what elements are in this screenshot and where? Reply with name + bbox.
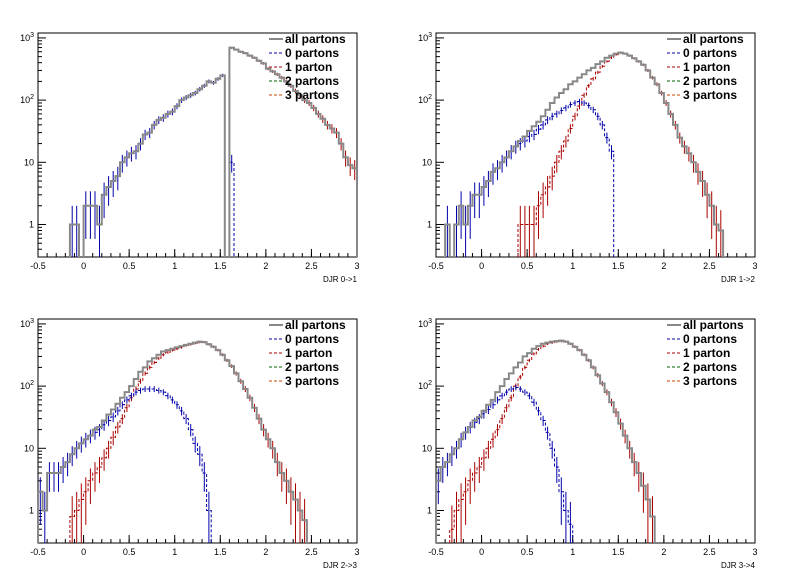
- x-tick-label: 1.5: [214, 261, 227, 271]
- x-tick-label: 0: [81, 547, 86, 557]
- y-tick-label: 1: [29, 219, 34, 229]
- y-tick-label: 103: [20, 32, 34, 43]
- legend-entry: 3 partons: [285, 374, 339, 388]
- chart-panel-3: -0.5 0 0.5 1 1.5 2 2.5 3 1 10 102 103 DJR 2->3 all pa…: [20, 318, 359, 570]
- y-tick-label: 103: [418, 32, 432, 43]
- x-tick-label: 0.5: [123, 547, 136, 557]
- legend-entry: 1 parton: [285, 60, 332, 74]
- x-tick-label: 2.5: [305, 261, 318, 271]
- legend-entry: all partons: [683, 32, 744, 46]
- histogram-series-all-partons: [444, 51, 725, 257]
- x-tick-label: 2.5: [703, 547, 716, 557]
- x-tick-label: 0: [81, 261, 86, 271]
- legend-entry: 0 partons: [683, 46, 737, 60]
- x-tick-label: 1.5: [612, 261, 625, 271]
- x-tick-label: 1: [172, 547, 177, 557]
- legend-entry: 1 parton: [683, 346, 730, 360]
- plot-frame: [37, 318, 358, 544]
- legend-entry: 3 partons: [683, 88, 737, 102]
- legend-entry: all partons: [285, 32, 346, 46]
- histogram-series-all-partons: [435, 339, 656, 543]
- x-tick-label: -0.5: [428, 261, 444, 271]
- x-tick-label: 3: [752, 261, 757, 271]
- y-tick-label: 10: [24, 443, 34, 453]
- y-tick-label: 1: [427, 505, 432, 515]
- x-tick-label: 3: [354, 261, 359, 271]
- plot-frame: [435, 32, 756, 258]
- y-tick-label: 1: [29, 505, 34, 515]
- legend-entry: 2 partons: [683, 360, 737, 374]
- x-tick-label: 0.5: [123, 261, 136, 271]
- x-tick-label: 1: [172, 261, 177, 271]
- x-tick-label: 1.5: [612, 547, 625, 557]
- y-tick-label: 10: [422, 443, 432, 453]
- x-tick-label: 2: [263, 547, 268, 557]
- x-tick-label: -0.5: [30, 547, 46, 557]
- x-tick-label: 1: [570, 547, 575, 557]
- legend-entry: all partons: [683, 318, 744, 332]
- x-tick-label: 1: [570, 261, 575, 271]
- histogram-series-all-partons: [37, 340, 308, 543]
- legend-entry: 1 parton: [285, 346, 332, 360]
- chart-panel-2: -0.5 0 0.5 1 1.5 2 2.5 3 1 10 102 103 DJR 1->2 all pa…: [418, 32, 757, 284]
- x-axis-label: DJR 2->3: [323, 561, 358, 570]
- legend-entry: 3 partons: [683, 374, 737, 388]
- chart-panel-4: -0.5 0 0.5 1 1.5 2 2.5 3 1 10 102 103 DJR 3->4 all pa…: [418, 318, 757, 570]
- x-tick-label: 3: [752, 547, 757, 557]
- y-tick-label: 103: [418, 318, 432, 329]
- legend-entry: all partons: [285, 318, 346, 332]
- x-tick-label: 0.5: [521, 261, 534, 271]
- plot-frame: [37, 32, 358, 258]
- x-tick-label: 0: [479, 547, 484, 557]
- x-tick-label: 1.5: [214, 547, 227, 557]
- histogram-series-0-partons: [435, 387, 574, 543]
- legend-entry: 2 partons: [285, 360, 339, 374]
- x-tick-label: 2.5: [703, 261, 716, 271]
- legend-entry: 1 parton: [683, 60, 730, 74]
- x-tick-label: 2: [263, 261, 268, 271]
- chart-panel-1: -0.5 0 0.5 1 1.5 2 2.5 3 1 10 102 103 DJR 0->1 all pa…: [20, 32, 359, 284]
- x-axis-label: DJR 0->1: [323, 275, 358, 284]
- x-tick-label: 0.5: [521, 547, 534, 557]
- x-tick-label: 2.5: [305, 547, 318, 557]
- legend-entry: 0 partons: [285, 332, 339, 346]
- legend-entry: 3 partons: [285, 88, 339, 102]
- y-tick-label: 10: [24, 157, 34, 167]
- legend-entry: 2 partons: [683, 74, 737, 88]
- x-tick-label: -0.5: [428, 547, 444, 557]
- x-tick-label: 2: [661, 261, 666, 271]
- legend-entry: 2 partons: [285, 74, 339, 88]
- y-tick-label: 102: [418, 380, 432, 391]
- y-tick-label: 10: [422, 157, 432, 167]
- x-tick-label: 3: [354, 547, 359, 557]
- legend-entry: 0 partons: [683, 332, 737, 346]
- x-tick-label: 2: [661, 547, 666, 557]
- y-tick-label: 1: [427, 219, 432, 229]
- x-tick-label: 0: [479, 261, 484, 271]
- plot-frame: [435, 318, 756, 544]
- y-tick-label: 102: [20, 94, 34, 105]
- y-tick-label: 102: [418, 94, 432, 105]
- x-axis-label: DJR 1->2: [721, 275, 756, 284]
- histogram-series-all-partons: [68, 46, 358, 257]
- y-tick-label: 102: [20, 380, 34, 391]
- x-axis-label: DJR 3->4: [721, 561, 756, 570]
- x-tick-label: -0.5: [30, 261, 46, 271]
- y-tick-label: 103: [20, 318, 34, 329]
- legend-entry: 0 partons: [285, 46, 339, 60]
